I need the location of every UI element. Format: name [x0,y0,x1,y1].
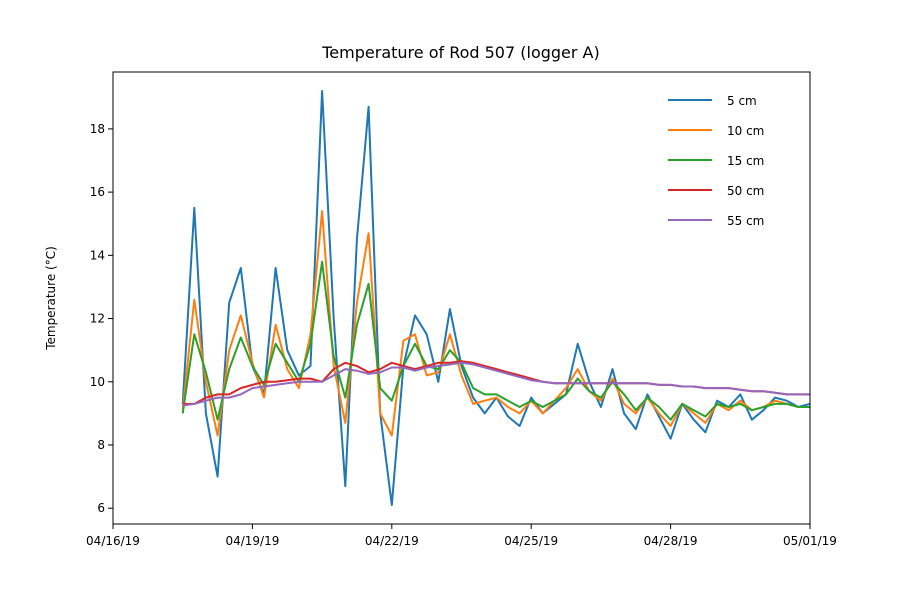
y-axis-label: Temperature (°C) [44,246,58,351]
series-line-4 [182,361,810,407]
chart-title: Temperature of Rod 507 (logger A) [321,43,599,62]
x-tick-label: 04/25/19 [504,534,558,548]
plot-area [113,72,810,524]
legend: 5 cm 10 cm 15 cm 50 cm 55 cm [668,94,764,228]
y-tick-label: 6 [97,501,105,515]
series-layer [181,90,811,506]
x-axis: 04/16/19 04/19/19 04/22/19 04/25/19 04/28/19… [86,524,837,548]
y-tick-label: 12 [90,312,105,326]
x-tick-label: 05/01/19 [783,534,837,548]
legend-label: 55 cm [727,214,764,228]
x-tick-label: 04/16/19 [86,534,140,548]
x-tick-label: 04/28/19 [644,534,698,548]
legend-label: 5 cm [727,94,757,108]
series-line-1 [181,210,810,437]
y-tick-label: 10 [90,375,105,389]
y-tick-label: 14 [90,248,105,262]
y-tick-label: 8 [97,438,105,452]
y-axis: 6 8 10 12 14 16 18 [90,122,113,515]
legend-label: 10 cm [727,124,764,138]
y-tick-label: 16 [90,185,105,199]
legend-label: 15 cm [727,154,764,168]
plot-frame [112,71,811,525]
y-tick-label: 18 [90,122,105,136]
series-line-2 [181,260,810,421]
x-tick-label: 04/22/19 [365,534,419,548]
legend-label: 50 cm [727,184,764,198]
x-tick-label: 04/19/19 [225,534,279,548]
